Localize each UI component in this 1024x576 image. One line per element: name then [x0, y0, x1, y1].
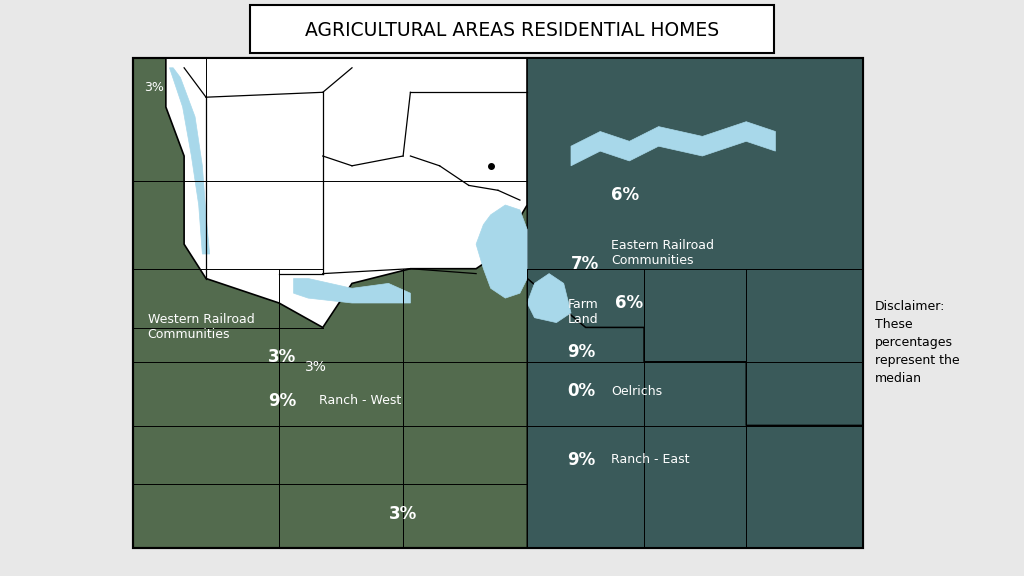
Polygon shape: [294, 279, 411, 303]
Text: AGRICULTURAL AREAS RESIDENTIAL HOMES: AGRICULTURAL AREAS RESIDENTIAL HOMES: [305, 21, 719, 40]
Text: Disclaimer:
These
percentages
represent the
median: Disclaimer: These percentages represent …: [874, 300, 959, 385]
Text: Ranch - West: Ranch - West: [319, 395, 401, 407]
Text: 9%: 9%: [567, 343, 596, 361]
Text: Oelrichs: Oelrichs: [611, 385, 663, 397]
Text: 6%: 6%: [611, 186, 639, 204]
Text: 9%: 9%: [567, 451, 596, 469]
Text: 7%: 7%: [571, 255, 599, 273]
Text: Ranch - East: Ranch - East: [611, 453, 689, 467]
Polygon shape: [170, 68, 210, 254]
Text: Western Railroad
Communities: Western Railroad Communities: [147, 313, 254, 341]
Polygon shape: [527, 58, 863, 426]
Text: Eastern Railroad
Communities: Eastern Railroad Communities: [611, 239, 714, 267]
Text: 3%: 3%: [268, 348, 296, 366]
Polygon shape: [527, 279, 863, 548]
Text: Farm
Land: Farm Land: [567, 298, 598, 326]
Polygon shape: [527, 274, 571, 323]
Polygon shape: [571, 122, 775, 166]
Polygon shape: [166, 58, 527, 328]
Polygon shape: [133, 58, 863, 548]
FancyBboxPatch shape: [250, 5, 774, 53]
Text: 6%: 6%: [614, 294, 643, 312]
Polygon shape: [476, 205, 527, 298]
Text: 0%: 0%: [567, 382, 596, 400]
Text: 3%: 3%: [304, 359, 327, 374]
Text: 3%: 3%: [144, 81, 164, 94]
Text: 9%: 9%: [268, 392, 296, 410]
Text: 3%: 3%: [389, 505, 417, 522]
